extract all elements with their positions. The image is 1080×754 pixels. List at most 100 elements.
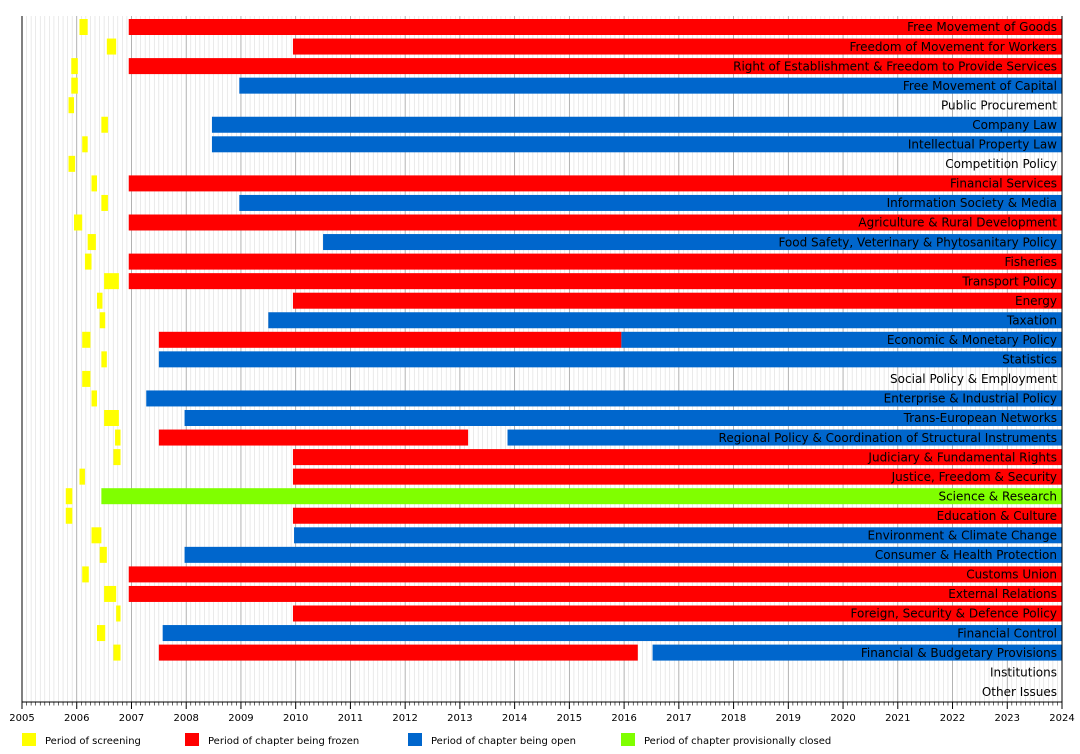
chapter-label: Intellectual Property Law xyxy=(908,138,1057,152)
chapter-label: Public Procurement xyxy=(941,98,1057,112)
chapter-label: External Relations xyxy=(948,587,1057,601)
bar-open xyxy=(507,429,1063,446)
x-tick-label: 2021 xyxy=(885,713,910,724)
bar-screening xyxy=(96,625,106,642)
x-tick-label: 2005 xyxy=(9,713,34,724)
bar-frozen xyxy=(292,605,1062,622)
chapter-label: Trans-European Networks xyxy=(903,411,1057,425)
x-tick-label: 2013 xyxy=(447,713,472,724)
bar-screening xyxy=(82,136,88,153)
chapter-label: Economic & Monetary Policy xyxy=(887,333,1057,347)
bar-screening xyxy=(79,468,85,485)
bar-frozen xyxy=(158,644,638,661)
bar-frozen xyxy=(128,273,1063,290)
bar-frozen xyxy=(128,175,1063,192)
chapter-label: Freedom of Movement for Workers xyxy=(849,40,1057,54)
legend-label: Period of chapter being frozen xyxy=(208,736,359,747)
bar-screening xyxy=(91,527,102,544)
bar-screening xyxy=(104,410,119,426)
bar-open xyxy=(652,644,1062,661)
bar-frozen xyxy=(292,38,1062,55)
x-tick-label: 2011 xyxy=(338,713,363,724)
bar-open xyxy=(621,331,1062,348)
bar-screening xyxy=(113,449,121,466)
bar-frozen xyxy=(128,214,1063,231)
chapter-label: Customs Union xyxy=(966,568,1057,582)
legend: Period of screening Period of chapter bei… xyxy=(22,733,831,747)
bar-screening xyxy=(113,644,121,661)
bar-screening xyxy=(99,546,107,563)
chapter-label: Agriculture & Rural Development xyxy=(858,216,1057,230)
bar-open xyxy=(211,136,1063,153)
x-tick-label: 2007 xyxy=(119,713,144,724)
bar-screening xyxy=(82,370,91,387)
bar-screening xyxy=(71,77,78,94)
chapter-label: Judiciary & Fundamental Rights xyxy=(867,450,1057,464)
bar-screening xyxy=(74,214,83,231)
bar-frozen xyxy=(292,507,1062,524)
chapter-label: Financial Services xyxy=(950,177,1057,191)
x-tick-label: 2024 xyxy=(1049,713,1074,724)
chapter-label: Competition Policy xyxy=(945,157,1057,171)
x-tick-label: 2019 xyxy=(776,713,801,724)
bar-frozen xyxy=(292,468,1062,485)
bar-screening xyxy=(104,585,117,602)
x-tick-label: 2022 xyxy=(940,713,965,724)
bar-open xyxy=(184,546,1062,563)
bar-screening xyxy=(87,234,96,251)
bar-screening xyxy=(104,273,119,290)
chapter-label: Consumer & Health Protection xyxy=(875,548,1057,562)
x-tick-label: 2017 xyxy=(666,713,691,724)
legend-swatch-open xyxy=(408,733,422,746)
chapter-label: Energy xyxy=(1015,294,1057,308)
chapter-label: Fisheries xyxy=(1004,255,1057,269)
bar-screening xyxy=(79,19,88,35)
bar-frozen xyxy=(158,429,469,446)
bar-screening xyxy=(115,429,121,446)
bar-frozen xyxy=(128,253,1063,270)
chapter-label: Regional Policy & Coordination of Struct… xyxy=(719,431,1057,445)
bars xyxy=(65,19,1063,661)
x-tick-label: 2010 xyxy=(283,713,308,724)
bar-frozen xyxy=(128,19,1063,35)
bar-screening xyxy=(71,58,78,75)
chapter-label: Institutions xyxy=(990,665,1057,679)
bar-frozen xyxy=(128,58,1063,75)
bar-screening xyxy=(101,194,108,211)
bar-screening xyxy=(82,331,91,348)
chapter-label: Right of Establishment & Freedom to Prov… xyxy=(733,59,1057,73)
x-tick-label: 2018 xyxy=(721,713,746,724)
bar-open xyxy=(162,625,1062,642)
bar-frozen xyxy=(292,292,1062,309)
bar-screening xyxy=(68,155,76,172)
bar-screening xyxy=(91,390,97,407)
chapter-label: Foreign, Security & Defence Policy xyxy=(851,607,1057,621)
bar-open xyxy=(268,312,1062,329)
bar-screening xyxy=(116,605,121,622)
bar-frozen xyxy=(128,585,1063,602)
legend-swatch-screening xyxy=(22,733,36,746)
bar-open xyxy=(239,77,1062,94)
chapter-label: Free Movement of Capital xyxy=(903,79,1057,93)
x-tick-label: 2006 xyxy=(64,713,89,724)
legend-label: Period of chapter provisionally closed xyxy=(644,736,831,747)
bar-screening xyxy=(65,488,73,505)
x-tick-label: 2020 xyxy=(830,713,855,724)
bar-open xyxy=(239,194,1062,211)
bar-screening xyxy=(101,351,107,368)
chapter-label: Food Safety, Veterinary & Phytosanitary … xyxy=(778,235,1057,249)
legend-swatch-closed xyxy=(621,733,635,746)
chapter-label: Free Movement of Goods xyxy=(907,20,1057,34)
bar-open xyxy=(294,527,1062,544)
x-tick-label: 2023 xyxy=(995,713,1020,724)
chapter-label: Justice, Freedom & Security xyxy=(891,470,1057,484)
bar-open xyxy=(211,116,1063,133)
chapter-label: Company Law xyxy=(972,118,1057,132)
chapter-label: Education & Culture xyxy=(937,509,1057,523)
chapter-label: Taxation xyxy=(1006,313,1057,327)
x-axis-ticks xyxy=(21,702,1063,709)
bar-screening xyxy=(91,175,97,192)
chapter-label: Science & Research xyxy=(938,489,1057,503)
